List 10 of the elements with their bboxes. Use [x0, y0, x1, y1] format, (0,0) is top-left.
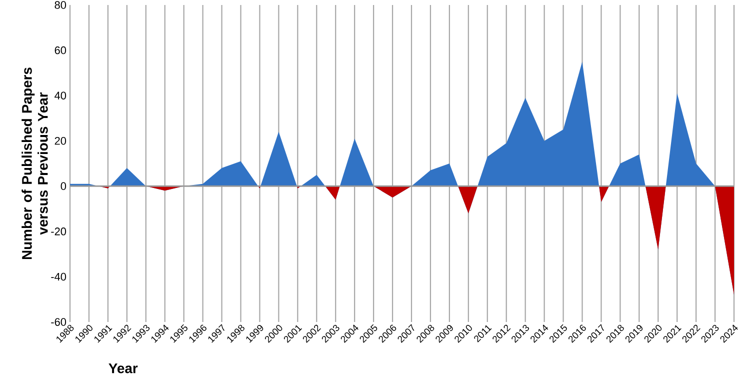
- y-tick-label: 0: [60, 182, 66, 190]
- y-tick-label: -40: [51, 272, 66, 281]
- y-tick-label: -60: [51, 318, 66, 326]
- y-axis-title: Number of Published Papers versus Previous Year: [22, 68, 48, 260]
- x-axis-title: Year: [108, 364, 138, 374]
- y-tick-label: 60: [54, 46, 66, 54]
- y-tick-label: 40: [54, 92, 66, 100]
- y-tick-label: 20: [54, 136, 66, 145]
- y-tick-label: -20: [51, 228, 66, 236]
- y-tick-label: 80: [54, 1, 66, 9]
